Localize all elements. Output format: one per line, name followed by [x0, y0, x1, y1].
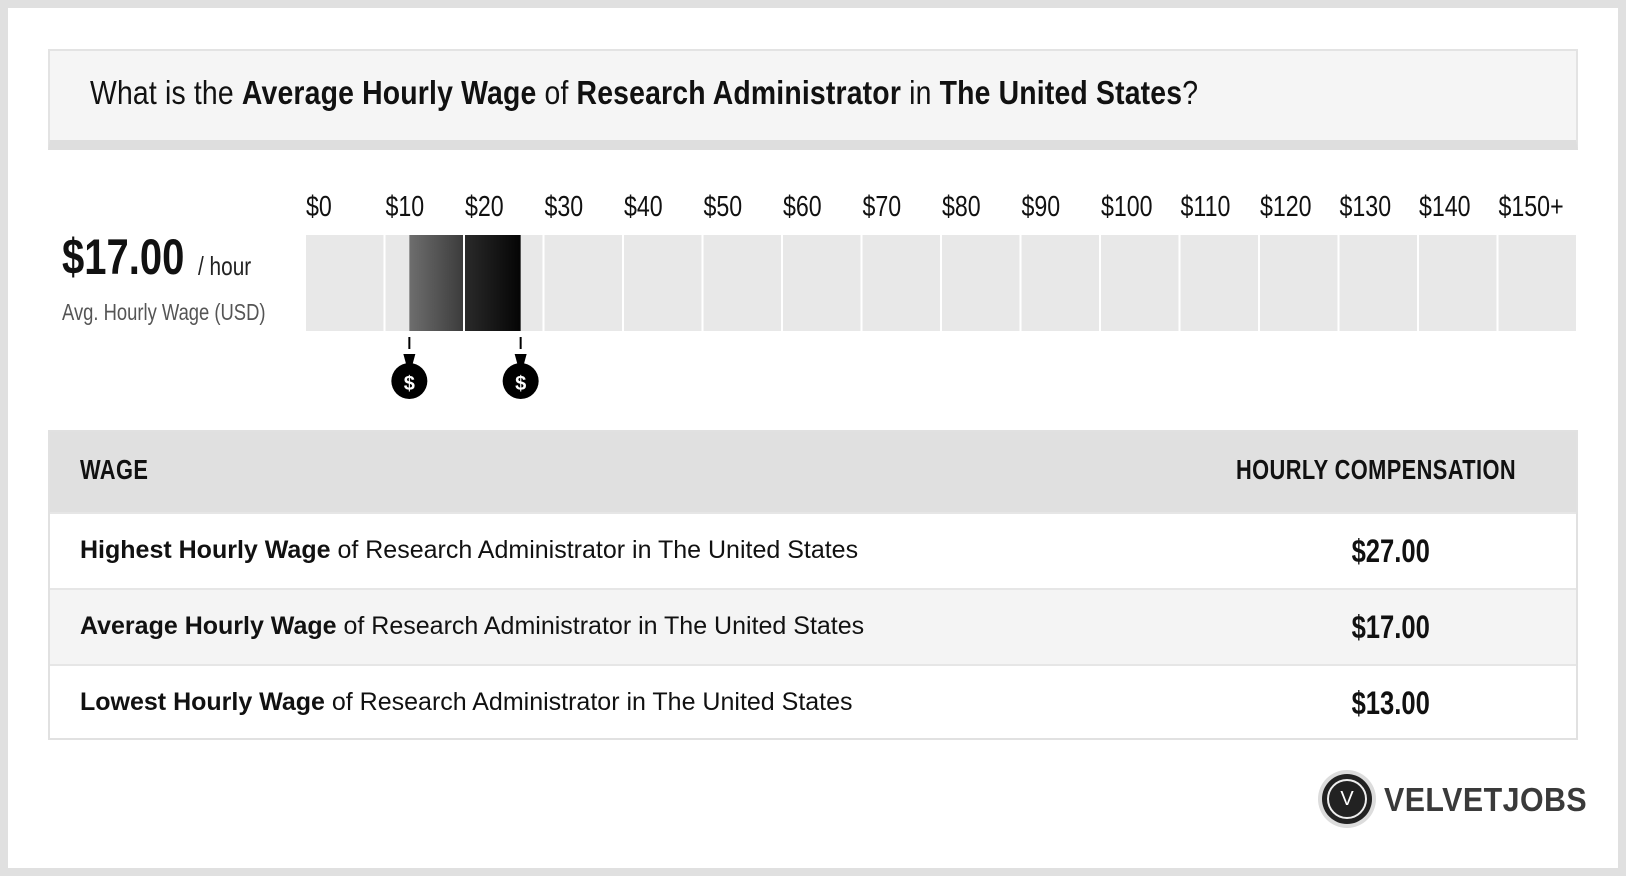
- column-header-wage: WAGE: [80, 454, 149, 485]
- track-segment: [783, 235, 861, 331]
- x-tick-label: $130: [1340, 189, 1392, 222]
- question-prefix: What is the: [90, 74, 234, 111]
- money-bag-label: $: [404, 373, 415, 395]
- track-segment: [1339, 235, 1417, 331]
- track-segment: [544, 235, 622, 331]
- track-segment: [1101, 235, 1179, 331]
- x-tick-label: $120: [1260, 189, 1312, 222]
- x-tick-label: $10: [386, 189, 425, 222]
- high-wage-band: [465, 235, 521, 331]
- table-row: Highest Hourly Wage of Research Administ…: [50, 512, 1576, 588]
- row-label: Highest Hourly Wage: [80, 536, 331, 564]
- track-segment: [942, 235, 1020, 331]
- x-tick-label: $150+: [1499, 189, 1564, 222]
- table-row: Average Hourly Wage of Research Administ…: [50, 588, 1576, 664]
- row-detail: of Research Administrator in The United …: [331, 688, 853, 716]
- x-tick-label: $80: [942, 189, 981, 222]
- x-tick-label: $50: [704, 189, 743, 222]
- average-wage-value: $17.00: [62, 229, 185, 285]
- x-tick-label: $100: [1101, 189, 1153, 222]
- average-wage-unit: / hour: [198, 251, 252, 281]
- row-description: Lowest Hourly Wage of Research Administr…: [80, 688, 853, 717]
- row-description: Average Hourly Wage of Research Administ…: [80, 612, 864, 641]
- wage-markers: $ $: [391, 337, 539, 399]
- question-header: What is the Average Hourly Wage of Resea…: [48, 49, 1578, 150]
- money-bag-icon: $: [502, 337, 539, 399]
- track-segment: [1180, 235, 1258, 331]
- track-segment: [862, 235, 940, 331]
- column-header-compensation: HOURLY COMPENSATION: [1235, 454, 1516, 485]
- question-job: Research Administrator: [576, 74, 902, 111]
- row-detail: of Research Administrator in The United …: [343, 612, 865, 640]
- average-wage-caption: Avg. Hourly Wage (USD): [62, 299, 266, 325]
- row-value: $27.00: [1351, 533, 1430, 569]
- question-of: of: [544, 74, 569, 111]
- question-location: The United States: [939, 74, 1183, 111]
- wage-range-chart: $0 $10 $20 $30 $40 $50 $60 $70 $80 $90 $100 $110 $12…: [306, 189, 1576, 399]
- row-value: $13.00: [1351, 685, 1430, 721]
- x-tick-label: $20: [465, 189, 504, 222]
- table-header: WAGE HOURLY COMPENSATION: [50, 432, 1576, 512]
- row-detail: of Research Administrator in The United …: [337, 536, 859, 564]
- logo-wordmark: VELVETJOBS: [1384, 781, 1588, 818]
- question-metric: Average Hourly Wage: [241, 74, 537, 111]
- wage-bands: [409, 235, 521, 331]
- x-tick-label: $30: [545, 189, 584, 222]
- track-segment: [306, 235, 384, 331]
- x-tick-label: $90: [1022, 189, 1061, 222]
- question-suffix: ?: [1182, 74, 1199, 111]
- low-wage-band: [409, 235, 463, 331]
- money-bag-icon: $: [391, 337, 428, 399]
- row-label: Lowest Hourly Wage: [80, 688, 325, 716]
- money-bag-label: $: [515, 373, 526, 395]
- track-segment: [1260, 235, 1338, 331]
- x-tick-label: $0: [306, 189, 332, 222]
- x-tick-label: $70: [863, 189, 902, 222]
- question-in: in: [909, 74, 932, 111]
- x-tick-label: $60: [783, 189, 822, 222]
- x-tick-label: $140: [1419, 189, 1471, 222]
- track-segment: [703, 235, 781, 331]
- track-segment: [1498, 235, 1576, 331]
- logo-letter: V: [1340, 788, 1354, 810]
- track-segment: [1021, 235, 1099, 331]
- x-tick-label: $110: [1181, 189, 1231, 222]
- wage-table: WAGE HOURLY COMPENSATION Highest Hourly …: [48, 430, 1578, 740]
- table-row: Lowest Hourly Wage of Research Administr…: [50, 664, 1576, 740]
- row-description: Highest Hourly Wage of Research Administ…: [80, 536, 858, 565]
- row-value: $17.00: [1351, 609, 1430, 645]
- row-label: Average Hourly Wage: [80, 612, 337, 640]
- x-axis-ticks: $0 $10 $20 $30 $40 $50 $60 $70 $80 $90 $100 $110 $12…: [306, 189, 1564, 222]
- track-segment: [624, 235, 702, 331]
- track-segment: [1419, 235, 1497, 331]
- question-title: What is the Average Hourly Wage of Resea…: [90, 74, 1198, 112]
- logo-badge-icon: [1322, 774, 1372, 824]
- x-tick-label: $40: [624, 189, 663, 222]
- velvetjobs-logo: V VELVETJOBS: [1322, 772, 1587, 828]
